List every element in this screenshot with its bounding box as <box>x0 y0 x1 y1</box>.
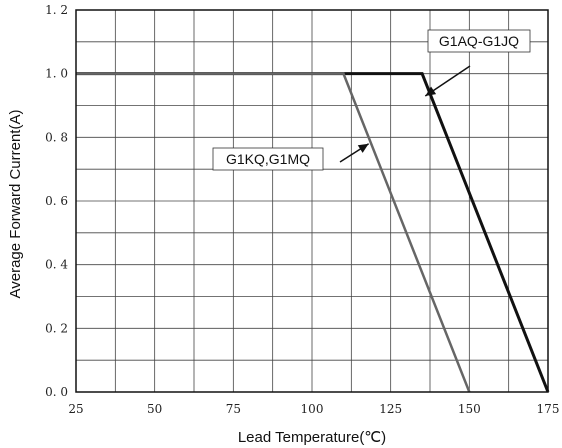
annotation-box <box>212 147 324 171</box>
y-tick-label: 0. 6 <box>45 194 68 208</box>
x-tick-label: 25 <box>68 402 83 416</box>
annotation-label: G1AQ-G1JQ <box>439 33 519 49</box>
x-tick-label: 150 <box>458 402 481 416</box>
series-lines <box>76 72 550 393</box>
x-tick-label: 125 <box>379 402 402 416</box>
annotation-arrowhead <box>425 86 437 96</box>
y-axis-label: Average Forward Current(A) <box>7 110 24 299</box>
y-tick-label: 0. 4 <box>45 258 68 272</box>
x-tick-label: 175 <box>537 402 560 416</box>
x-tick-labels: 25 50 75 100 125 150 175 <box>68 402 559 416</box>
series-line-1 <box>76 72 471 393</box>
x-tick-label: 50 <box>147 402 162 416</box>
y-tick-label: 0. 2 <box>45 321 68 335</box>
annotation-arrowhead <box>357 143 369 153</box>
y-tick-label: 1. 2 <box>45 3 68 17</box>
y-tick-label: 1. 0 <box>45 67 68 81</box>
annotation-label: G1KQ,G1MQ <box>226 151 310 167</box>
x-tick-label: 100 <box>301 402 324 416</box>
annotations: G1AQ-G1JQ G1KQ,G1MQ <box>212 29 531 171</box>
x-tick-label: 75 <box>226 402 241 416</box>
y-tick-labels: 0. 0 0. 2 0. 4 0. 6 0. 8 1. 0 1. 2 <box>45 3 68 399</box>
plot-frame <box>75 9 549 393</box>
y-tick-label: 0. 8 <box>45 130 68 144</box>
annotation-box <box>427 29 531 53</box>
x-axis-label: Lead Temperature(℃) <box>238 429 386 446</box>
y-tick-label: 0. 0 <box>45 385 68 399</box>
grid <box>76 10 548 392</box>
